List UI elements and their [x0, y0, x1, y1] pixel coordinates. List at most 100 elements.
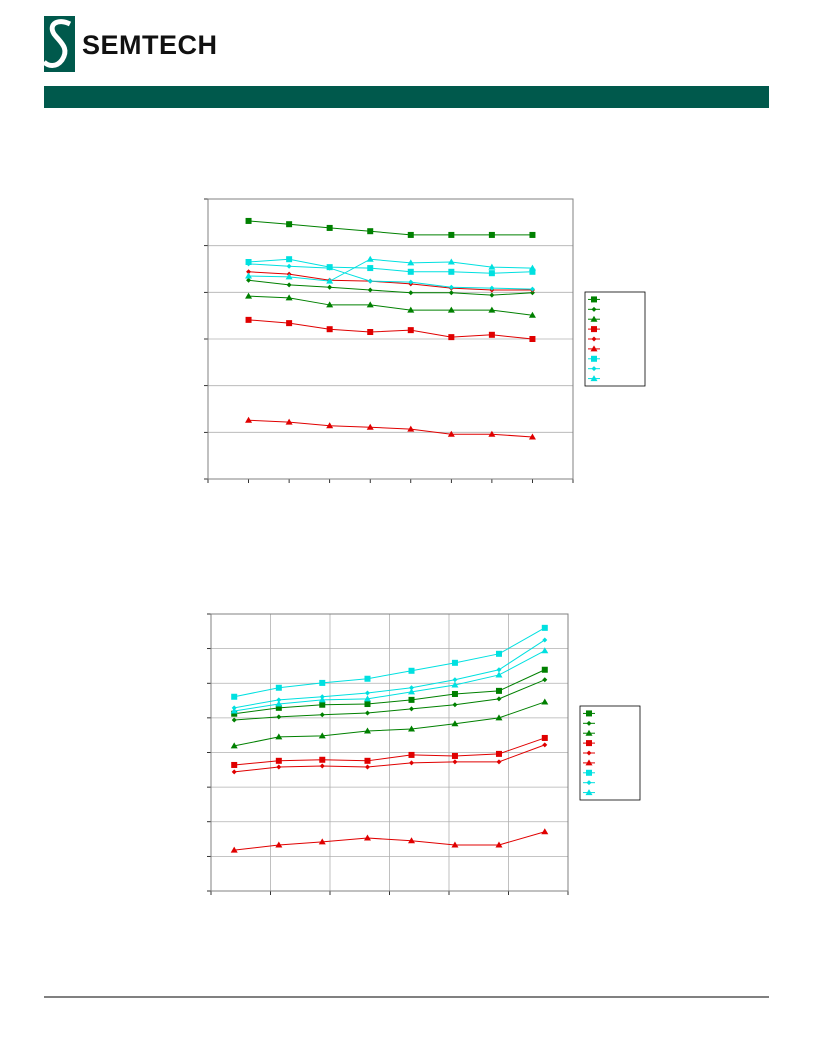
marker [586, 720, 592, 726]
marker [285, 418, 293, 425]
marker [541, 698, 549, 705]
marker [286, 256, 293, 263]
marker [488, 270, 495, 277]
series-line [248, 271, 533, 291]
marker [245, 292, 253, 299]
marker [231, 710, 238, 717]
marker [407, 327, 414, 334]
marker [451, 690, 458, 697]
marker [451, 752, 458, 759]
marker [363, 727, 371, 734]
marker [591, 336, 597, 342]
marker [367, 278, 373, 284]
marker [408, 751, 415, 758]
marker [528, 264, 536, 271]
marker [246, 261, 252, 267]
marker [488, 430, 496, 437]
marker [495, 687, 502, 694]
marker [590, 375, 598, 382]
marker [363, 834, 371, 841]
marker [591, 326, 597, 333]
marker [276, 697, 282, 703]
marker [541, 828, 549, 835]
marker [586, 740, 592, 747]
marker [488, 231, 495, 238]
marker [231, 717, 237, 723]
marker [275, 700, 283, 707]
marker [541, 666, 548, 673]
marker [529, 336, 536, 342]
marker [495, 750, 502, 757]
series-line [234, 701, 545, 747]
marker [364, 764, 370, 770]
marker [407, 231, 414, 238]
series-line [234, 627, 546, 698]
marker [408, 696, 415, 703]
series-line [248, 279, 533, 296]
marker [364, 710, 370, 716]
series-line [234, 639, 546, 709]
marker [408, 290, 414, 296]
marker [495, 841, 503, 848]
marker [408, 279, 414, 285]
marker [407, 268, 414, 275]
marker [366, 301, 374, 308]
marker [586, 710, 592, 717]
plot-frame [210, 613, 569, 892]
marker [245, 217, 252, 224]
marker [407, 306, 415, 313]
marker [286, 263, 292, 269]
marker [448, 268, 455, 275]
marker [364, 675, 371, 682]
header-bar [44, 86, 769, 108]
marker [286, 282, 292, 288]
charts [204, 198, 646, 895]
marker [495, 714, 503, 721]
marker [542, 677, 548, 683]
marker [495, 650, 502, 657]
marker [409, 685, 415, 691]
marker [528, 311, 536, 318]
marker [408, 688, 416, 695]
marker [275, 733, 283, 740]
series-line [248, 220, 533, 236]
marker [318, 696, 326, 703]
series-line [234, 831, 545, 851]
marker [447, 306, 455, 313]
series-line [234, 679, 545, 721]
marker [489, 285, 495, 291]
marker [327, 265, 333, 271]
marker [448, 284, 454, 290]
logo-s [42, 19, 72, 68]
marker [319, 712, 325, 718]
marker [586, 750, 592, 756]
marker [275, 704, 282, 711]
marker [529, 286, 535, 292]
marker [452, 677, 458, 683]
series-line [248, 295, 533, 316]
marker [585, 759, 593, 766]
marker [367, 329, 374, 335]
marker [451, 681, 459, 688]
series-line [248, 258, 533, 274]
marker [447, 258, 455, 265]
marker [541, 734, 548, 741]
marker [326, 224, 333, 231]
marker [529, 268, 536, 275]
series-line [234, 669, 546, 715]
marker [276, 714, 282, 720]
marker [319, 763, 325, 769]
marker [326, 277, 334, 284]
marker [488, 306, 496, 313]
marker [319, 679, 326, 686]
marker [541, 624, 548, 631]
marker [496, 667, 502, 673]
marker [542, 637, 548, 643]
marker [591, 355, 597, 362]
legend [584, 291, 646, 387]
marker [231, 769, 237, 775]
chart [204, 198, 646, 483]
series-line [248, 263, 533, 290]
